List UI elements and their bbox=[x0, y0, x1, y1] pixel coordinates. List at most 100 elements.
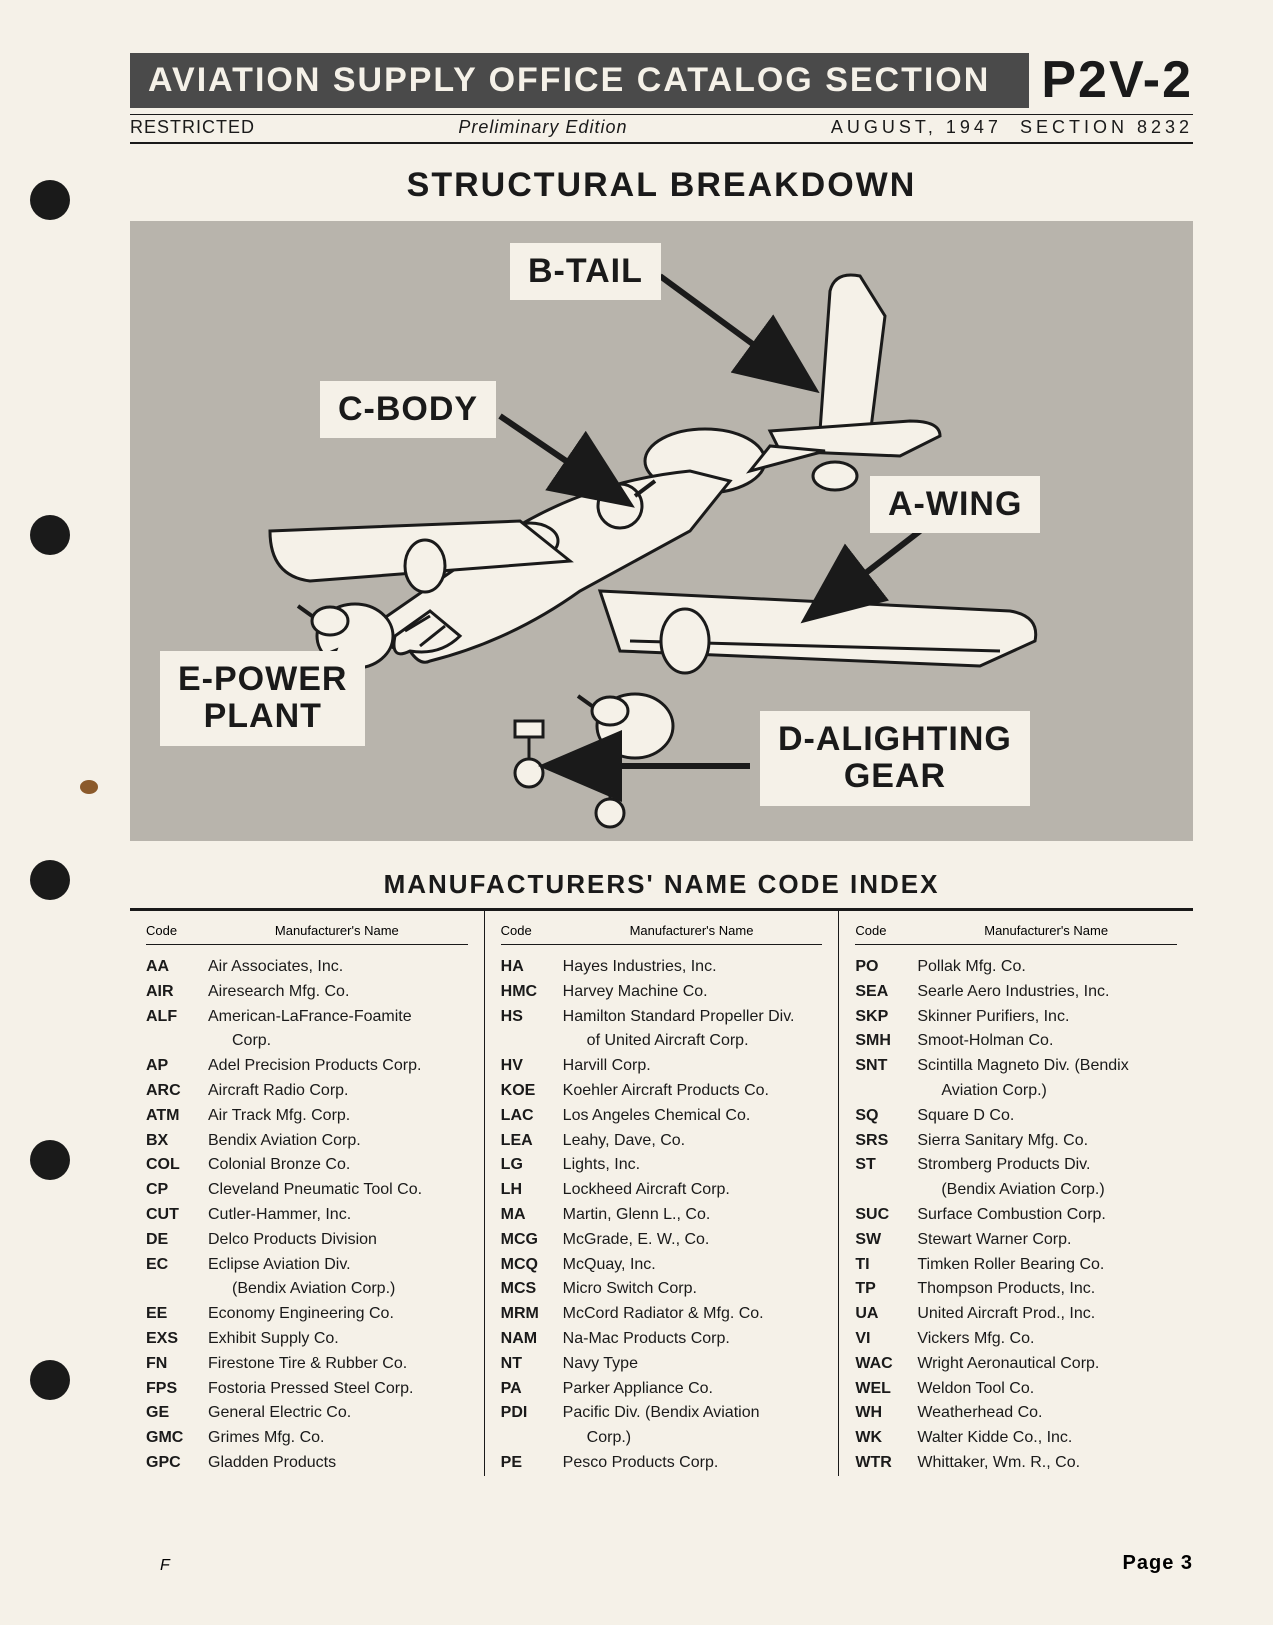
entry-name: Cutler-Hammer, Inc. bbox=[208, 1203, 468, 1228]
index-entry: UAUnited Aircraft Prod., Inc. bbox=[855, 1302, 1177, 1327]
entry-name: Gladden Products bbox=[208, 1451, 468, 1476]
binding-hole-icon bbox=[30, 515, 70, 555]
index-entry: MAMartin, Glenn L., Co. bbox=[501, 1203, 823, 1228]
entry-name: Aircraft Radio Corp. bbox=[208, 1079, 468, 1104]
entry-code: EE bbox=[146, 1302, 208, 1327]
index-entry: ALFAmerican-LaFrance-FoamiteCorp. bbox=[146, 1005, 468, 1055]
entry-code: SRS bbox=[855, 1129, 917, 1154]
index-entry: HAHayes Industries, Inc. bbox=[501, 955, 823, 980]
entry-name: McCord Radiator & Mfg. Co. bbox=[563, 1302, 823, 1327]
head-name: Manufacturer's Name bbox=[915, 923, 1177, 938]
tail-shape bbox=[750, 275, 940, 490]
index-entry: VIVickers Mfg. Co. bbox=[855, 1327, 1177, 1352]
index-title: MANUFACTURERS' NAME CODE INDEX bbox=[130, 869, 1193, 900]
index-entry: AAAir Associates, Inc. bbox=[146, 955, 468, 980]
index-entry: KOEKoehler Aircraft Products Co. bbox=[501, 1079, 823, 1104]
edition-label: Preliminary Edition bbox=[458, 117, 627, 138]
entry-name: Lockheed Aircraft Corp. bbox=[563, 1178, 823, 1203]
index-entry: GEGeneral Electric Co. bbox=[146, 1401, 468, 1426]
index-entry: HSHamilton Standard Propeller Div.of Uni… bbox=[501, 1005, 823, 1055]
col2-entries: HAHayes Industries, Inc.HMCHarvey Machin… bbox=[501, 955, 823, 1476]
entry-code: SKP bbox=[855, 1005, 917, 1030]
entry-code: GMC bbox=[146, 1426, 208, 1451]
entry-name: Parker Appliance Co. bbox=[563, 1377, 823, 1402]
callout-a-wing: A-WING bbox=[870, 476, 1040, 533]
index-entry: DEDelco Products Division bbox=[146, 1228, 468, 1253]
index-entry: PEPesco Products Corp. bbox=[501, 1451, 823, 1476]
entry-code: COL bbox=[146, 1153, 208, 1178]
entry-code: LEA bbox=[501, 1129, 563, 1154]
index-entry: SNTScintilla Magneto Div. (BendixAviatio… bbox=[855, 1054, 1177, 1104]
entry-code: NAM bbox=[501, 1327, 563, 1352]
subheader: RESTRICTED Preliminary Edition AUGUST, 1… bbox=[130, 114, 1193, 144]
entry-code: TP bbox=[855, 1277, 917, 1302]
entry-code: ST bbox=[855, 1153, 917, 1203]
entry-code: BX bbox=[146, 1129, 208, 1154]
entry-code: UA bbox=[855, 1302, 917, 1327]
entry-code: PE bbox=[501, 1451, 563, 1476]
entry-name: Weatherhead Co. bbox=[917, 1401, 1177, 1426]
entry-code: LG bbox=[501, 1153, 563, 1178]
entry-name: Pollak Mfg. Co. bbox=[917, 955, 1177, 980]
entry-name: Surface Combustion Corp. bbox=[917, 1203, 1177, 1228]
binding-hole-icon bbox=[30, 180, 70, 220]
column-header: Code Manufacturer's Name bbox=[501, 919, 823, 945]
index-entry: WKWalter Kidde Co., Inc. bbox=[855, 1426, 1177, 1451]
entry-name: Eclipse Aviation Div.(Bendix Aviation Co… bbox=[208, 1253, 468, 1303]
index-entry: WACWright Aeronautical Corp. bbox=[855, 1352, 1177, 1377]
entry-name: Scintilla Magneto Div. (BendixAviation C… bbox=[917, 1054, 1177, 1104]
entry-code: MCQ bbox=[501, 1253, 563, 1278]
power-plant-right bbox=[578, 694, 673, 758]
callout-d-alighting-gear: D-ALIGHTING GEAR bbox=[760, 711, 1030, 806]
index-entry: GMCGrimes Mfg. Co. bbox=[146, 1426, 468, 1451]
entry-name: Los Angeles Chemical Co. bbox=[563, 1104, 823, 1129]
index-entry: SEASearle Aero Industries, Inc. bbox=[855, 980, 1177, 1005]
index-entry: CPCleveland Pneumatic Tool Co. bbox=[146, 1178, 468, 1203]
index-entry: TPThompson Products, Inc. bbox=[855, 1277, 1177, 1302]
entry-name: McGrade, E. W., Co. bbox=[563, 1228, 823, 1253]
entry-code: ATM bbox=[146, 1104, 208, 1129]
callout-e-power-plant: E-POWER PLANT bbox=[160, 651, 365, 746]
column-header: Code Manufacturer's Name bbox=[146, 919, 468, 945]
entry-code: WK bbox=[855, 1426, 917, 1451]
entry-name: Air Associates, Inc. bbox=[208, 955, 468, 980]
index-entry: COLColonial Bronze Co. bbox=[146, 1153, 468, 1178]
entry-code: WTR bbox=[855, 1451, 917, 1476]
index-entry: ECEclipse Aviation Div.(Bendix Aviation … bbox=[146, 1253, 468, 1303]
entry-name: Adel Precision Products Corp. bbox=[208, 1054, 468, 1079]
entry-code: SNT bbox=[855, 1054, 917, 1104]
entry-code: MCS bbox=[501, 1277, 563, 1302]
entry-code: AP bbox=[146, 1054, 208, 1079]
entry-code: LAC bbox=[501, 1104, 563, 1129]
page: AVIATION SUPPLY OFFICE CATALOG SECTION P… bbox=[0, 0, 1273, 1625]
header-bar: AVIATION SUPPLY OFFICE CATALOG SECTION bbox=[130, 53, 1029, 108]
entry-name: Harvey Machine Co. bbox=[563, 980, 823, 1005]
index-entry: AIRAiresearch Mfg. Co. bbox=[146, 980, 468, 1005]
entry-code: KOE bbox=[501, 1079, 563, 1104]
entry-code: HMC bbox=[501, 980, 563, 1005]
index-entry: LEALeahy, Dave, Co. bbox=[501, 1129, 823, 1154]
callout-b-tail: B-TAIL bbox=[510, 243, 661, 300]
entry-code: EC bbox=[146, 1253, 208, 1303]
entry-name: Stewart Warner Corp. bbox=[917, 1228, 1177, 1253]
index-entry: MCSMicro Switch Corp. bbox=[501, 1277, 823, 1302]
entry-name: Delco Products Division bbox=[208, 1228, 468, 1253]
entry-name: Sierra Sanitary Mfg. Co. bbox=[917, 1129, 1177, 1154]
binding-hole-icon bbox=[30, 860, 70, 900]
entry-code: PO bbox=[855, 955, 917, 980]
entry-code: HV bbox=[501, 1054, 563, 1079]
structural-breakdown-diagram: B-TAIL C-BODY A-WING E-POWER PLANT D-ALI… bbox=[130, 221, 1193, 841]
index-entry: TITimken Roller Bearing Co. bbox=[855, 1253, 1177, 1278]
index-entry: HVHarvill Corp. bbox=[501, 1054, 823, 1079]
entry-code: WEL bbox=[855, 1377, 917, 1402]
entry-name: Pacific Div. (Bendix AviationCorp.) bbox=[563, 1401, 823, 1451]
index-entry: WHWeatherhead Co. bbox=[855, 1401, 1177, 1426]
index-entry: SMHSmoot-Holman Co. bbox=[855, 1029, 1177, 1054]
date-label: AUGUST, 1947 bbox=[831, 117, 1002, 137]
entry-code: MRM bbox=[501, 1302, 563, 1327]
model-code: P2V-2 bbox=[1041, 50, 1193, 110]
index-entry: SKPSkinner Purifiers, Inc. bbox=[855, 1005, 1177, 1030]
entry-name: Exhibit Supply Co. bbox=[208, 1327, 468, 1352]
head-code: Code bbox=[146, 923, 206, 938]
entry-code: FN bbox=[146, 1352, 208, 1377]
